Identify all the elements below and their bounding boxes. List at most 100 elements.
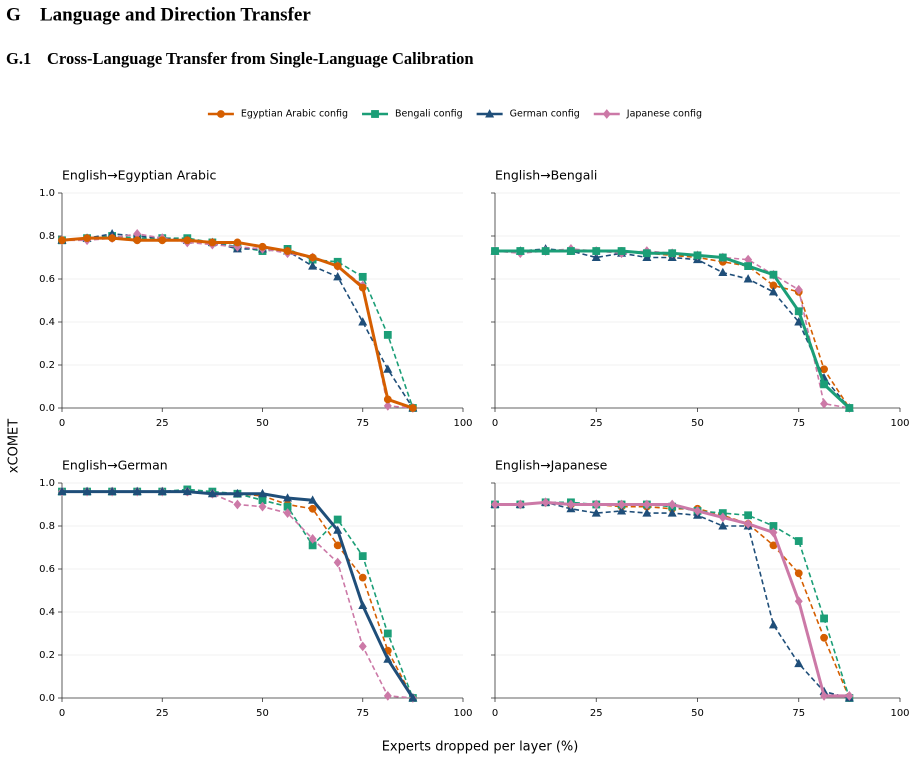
marker [845, 690, 854, 701]
marker [794, 284, 803, 295]
marker [58, 236, 66, 245]
marker [57, 486, 67, 496]
marker [768, 287, 778, 296]
legend-item: Japanese config [593, 109, 702, 120]
legend-marker [216, 110, 225, 118]
marker [668, 249, 677, 258]
marker [794, 596, 803, 607]
subsection-number: G.1 [6, 49, 31, 68]
x-tick-label: 25 [156, 418, 169, 429]
marker [208, 238, 217, 247]
marker [283, 493, 293, 502]
y-tick-label: 0.0 [39, 693, 55, 704]
marker [591, 252, 601, 262]
marker [257, 488, 268, 498]
legend-item: German config [476, 109, 580, 120]
x-tick-label: 50 [691, 708, 704, 719]
marker [333, 525, 343, 534]
marker [769, 527, 778, 538]
y-axis-label: xCOMET [7, 419, 22, 473]
legend-label: German config [510, 109, 580, 120]
marker [718, 253, 727, 262]
marker [308, 495, 318, 504]
marker [82, 486, 92, 496]
series-line [494, 248, 850, 409]
marker [333, 272, 343, 281]
marker [718, 512, 727, 523]
x-tick-label: 25 [590, 418, 603, 429]
marker [617, 506, 627, 515]
x-tick-label: 100 [890, 708, 909, 719]
marker [333, 515, 342, 524]
y-tick-label: 1.0 [39, 478, 55, 489]
marker [358, 552, 367, 560]
marker [333, 262, 342, 270]
y-tick-label: 0.2 [39, 360, 55, 371]
series-line [495, 250, 851, 409]
marker [157, 486, 167, 496]
marker [718, 267, 728, 277]
legend-label: Bengali config [395, 109, 463, 120]
marker [383, 629, 392, 638]
legend-label: Egyptian Arabic config [241, 109, 348, 120]
marker [592, 499, 601, 510]
marker [83, 234, 91, 243]
x-tick-label: 50 [256, 418, 269, 429]
marker [358, 600, 368, 610]
marker [233, 499, 242, 510]
marker [491, 247, 499, 255]
marker [693, 251, 702, 260]
x-tick-label: 75 [356, 418, 369, 429]
series-line [62, 233, 413, 409]
legend-marker [485, 109, 495, 118]
marker [383, 395, 392, 404]
marker [642, 249, 651, 258]
marker [794, 307, 803, 316]
marker [308, 261, 318, 270]
marker [308, 534, 317, 544]
marker [516, 499, 525, 510]
marker [794, 658, 804, 668]
panel: English→Japanese 0 25 50 75 100 [490, 458, 910, 719]
marker [383, 400, 392, 411]
marker [283, 247, 292, 255]
y-tick-label: 0.8 [39, 231, 55, 242]
marker [693, 506, 702, 516]
marker [133, 236, 142, 245]
marker [642, 508, 652, 517]
y-tick-label: 0.6 [39, 564, 55, 575]
marker [516, 247, 525, 255]
marker [617, 499, 626, 510]
marker [794, 537, 803, 545]
series-line [495, 249, 851, 410]
x-axis-label: Experts dropped per layer (%) [382, 740, 579, 755]
marker [541, 497, 550, 508]
marker [333, 541, 342, 550]
marker [744, 262, 753, 270]
x-tick-label: 100 [453, 418, 472, 429]
marker [358, 272, 367, 281]
marker [333, 557, 342, 568]
marker [820, 690, 829, 701]
y-tick-label: 1.0 [39, 188, 55, 199]
y-tick-label: 0.4 [39, 317, 55, 328]
marker [383, 690, 392, 701]
x-tick-label: 50 [691, 418, 704, 429]
marker [820, 398, 829, 409]
marker [358, 573, 367, 582]
marker [108, 234, 117, 243]
x-tick-label: 75 [792, 418, 805, 429]
marker [591, 508, 601, 517]
marker [283, 508, 292, 518]
marker [820, 633, 828, 642]
y-tick-label: 0.2 [39, 650, 55, 661]
marker [107, 486, 117, 496]
x-tick-label: 0 [492, 708, 498, 719]
marker [667, 508, 677, 517]
panel-title: English→German [62, 458, 168, 473]
marker [408, 404, 417, 412]
marker [668, 499, 677, 510]
marker [408, 693, 418, 702]
y-tick-label: 0.0 [39, 403, 55, 414]
